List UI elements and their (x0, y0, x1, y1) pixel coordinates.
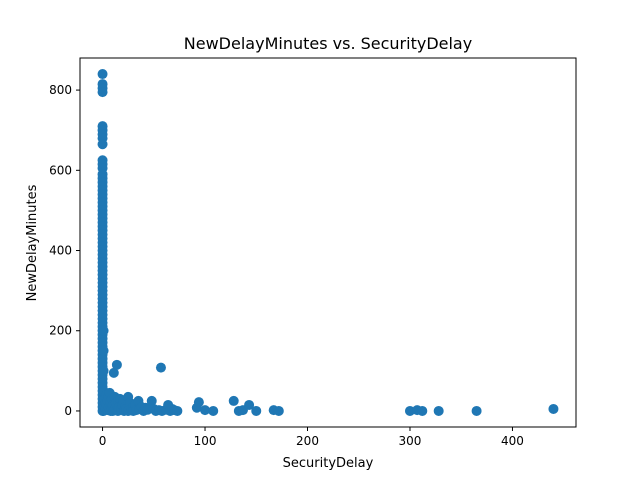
scatter-point (200, 405, 211, 416)
scatter-point (108, 367, 119, 378)
y-tick-label: 800 (49, 83, 72, 97)
y-axis-label: NewDelayMinutes (25, 184, 40, 301)
data-points (97, 69, 559, 416)
y-tick-label: 200 (49, 324, 72, 338)
x-tick-label: 400 (501, 434, 524, 448)
scatter-point (228, 395, 239, 406)
scatter-point (98, 325, 109, 336)
y-tick-label: 0 (64, 404, 72, 418)
x-tick-label: 0 (99, 434, 107, 448)
x-tick-label: 200 (296, 434, 319, 448)
scatter-point (433, 405, 444, 416)
scatter-point (111, 359, 122, 370)
chart-title: NewDelayMinutes vs. SecurityDelay (184, 34, 472, 53)
x-tick-label: 300 (399, 434, 422, 448)
y-tick-label: 400 (49, 244, 72, 258)
scatter-point (193, 397, 204, 408)
x-tick-label: 100 (194, 434, 217, 448)
y-axis-ticks: 0 200 400 600 800 (49, 83, 80, 418)
scatter-point (155, 362, 166, 373)
scatter-point (251, 405, 262, 416)
scatter-point (146, 395, 157, 406)
scatter-point (97, 139, 108, 150)
y-tick-label: 600 (49, 163, 72, 177)
scatter-point (97, 69, 108, 80)
x-axis-ticks: 0 100 200 300 400 (99, 427, 524, 448)
scatter-point (273, 405, 284, 416)
scatter-point (417, 405, 428, 416)
scatter-point (244, 399, 255, 410)
scatter-point (97, 87, 108, 98)
scatter-point (98, 345, 109, 356)
scatter-point (172, 405, 183, 416)
plot-frame (79, 57, 577, 428)
scatter-point (471, 405, 482, 416)
scatter-point (208, 405, 219, 416)
scatter-point (548, 403, 559, 414)
x-axis-label: SecurityDelay (283, 456, 374, 471)
scatter-point (98, 365, 109, 376)
